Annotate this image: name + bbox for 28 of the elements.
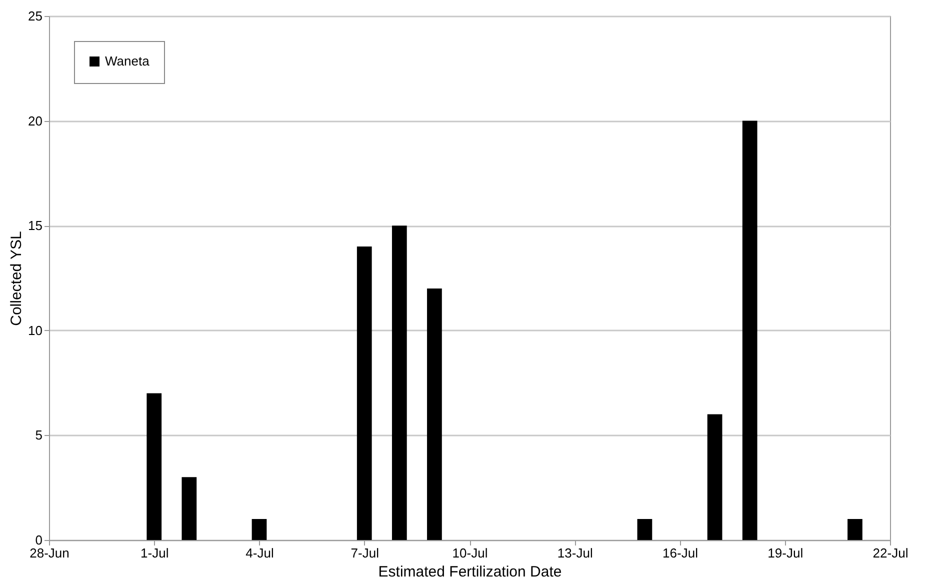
x-tick-label: 16-Jul bbox=[662, 546, 698, 560]
x-tick-label: 10-Jul bbox=[452, 546, 488, 560]
bar bbox=[848, 519, 862, 540]
x-tick-label: 7-Jul bbox=[350, 546, 380, 560]
x-tick-label: 28-Jun bbox=[30, 546, 70, 560]
y-tick-label: 5 bbox=[35, 428, 42, 443]
bar bbox=[427, 288, 442, 540]
x-axis-title: Estimated Fertilization Date bbox=[378, 564, 562, 580]
y-tick-label: 20 bbox=[28, 113, 42, 128]
bar bbox=[182, 477, 197, 540]
y-tick-label: 25 bbox=[28, 8, 42, 24]
bar bbox=[707, 414, 722, 540]
y-tick-label: 0 bbox=[35, 532, 42, 548]
y-axis-title: Collected YSL bbox=[8, 231, 26, 326]
x-tick-label: 13-Jul bbox=[557, 546, 593, 560]
x-tick-label: 19-Jul bbox=[768, 546, 804, 560]
bar bbox=[146, 393, 162, 540]
x-tick-label: 22-Jul bbox=[872, 546, 908, 560]
y-tick-label: 10 bbox=[28, 322, 42, 338]
bar bbox=[637, 519, 652, 540]
bar bbox=[252, 519, 267, 540]
bar bbox=[742, 120, 758, 540]
x-tick-label: 4-Jul bbox=[246, 546, 274, 560]
y-tick-label: 15 bbox=[28, 218, 42, 234]
bar bbox=[392, 226, 407, 540]
bar bbox=[356, 246, 372, 540]
legend-label: Waneta bbox=[105, 54, 150, 68]
x-tick-label: 1-Jul bbox=[140, 546, 169, 560]
